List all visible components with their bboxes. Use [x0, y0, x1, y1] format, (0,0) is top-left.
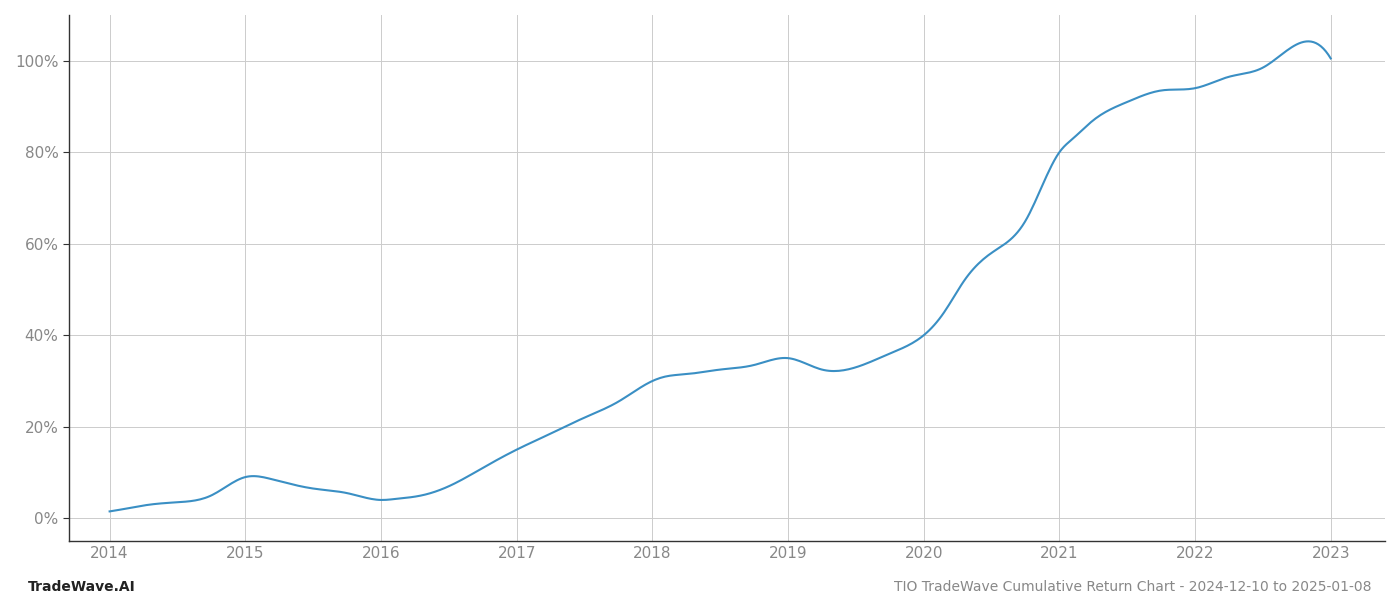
- Text: TIO TradeWave Cumulative Return Chart - 2024-12-10 to 2025-01-08: TIO TradeWave Cumulative Return Chart - …: [895, 580, 1372, 594]
- Text: TradeWave.AI: TradeWave.AI: [28, 580, 136, 594]
